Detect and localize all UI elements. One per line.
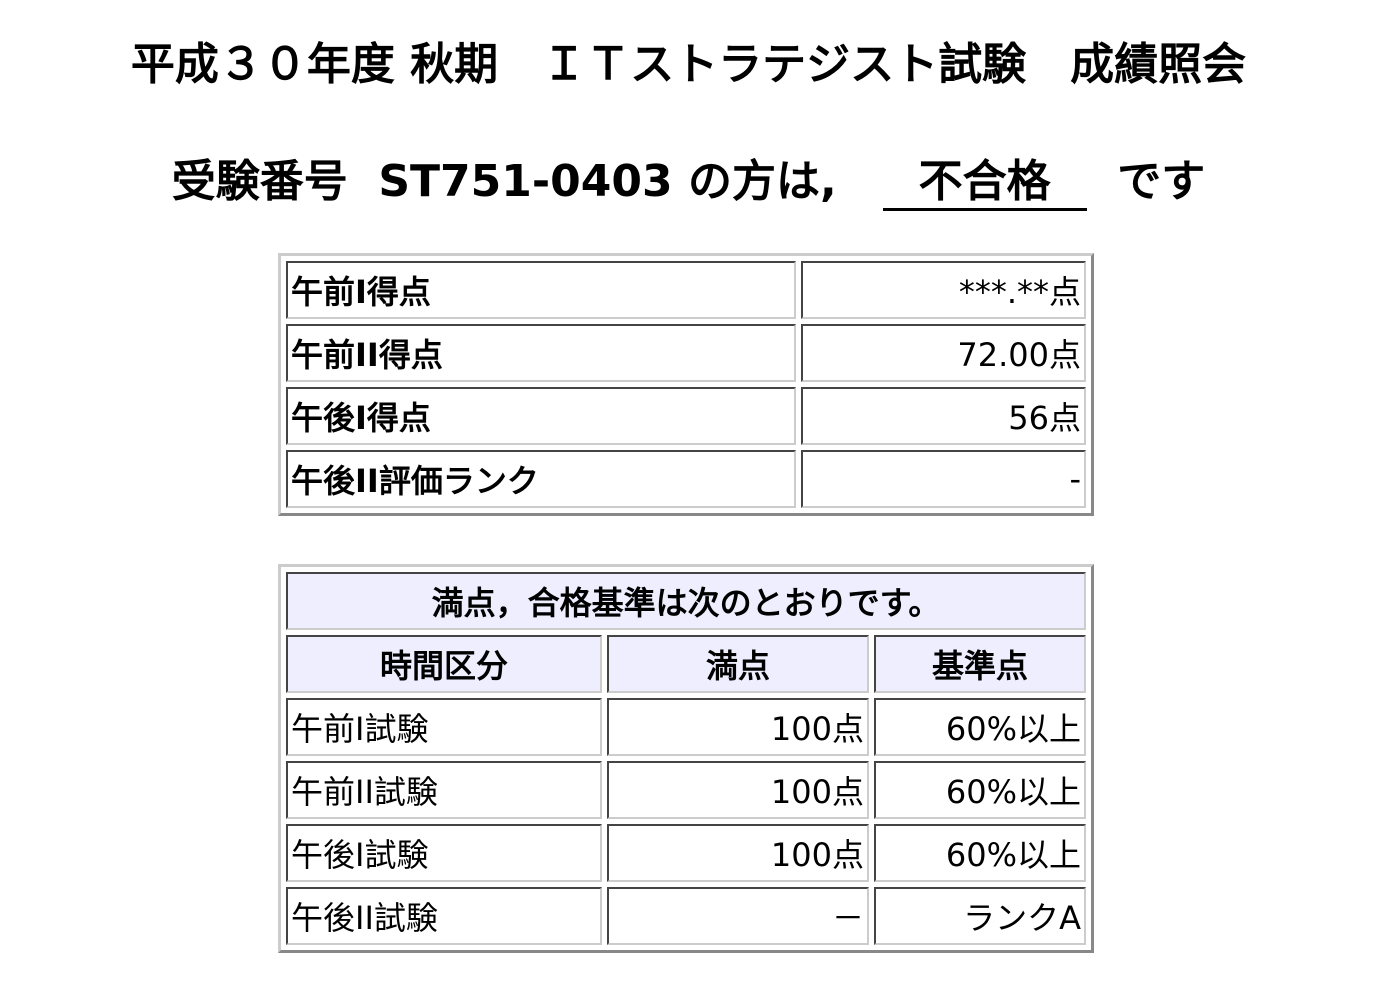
score-label: 午後II評価ランク bbox=[286, 450, 796, 508]
header-period: 時間区分 bbox=[286, 635, 602, 693]
period-cell: 午前I試験 bbox=[286, 698, 602, 756]
score-value: 72.00点 bbox=[801, 324, 1086, 382]
table-row: 午前II得点 72.00点 bbox=[286, 324, 1086, 382]
table-row: 午前II試験 100点 60%以上 bbox=[286, 761, 1086, 819]
table-row: 午前I試験 100点 60%以上 bbox=[286, 698, 1086, 756]
result-line: 受験番号 ST751-0403 の方は, 不合格 です bbox=[0, 145, 1377, 211]
score-label: 午前II得点 bbox=[286, 324, 796, 382]
exam-number: ST751-0403 bbox=[378, 156, 673, 207]
threshold-cell: 60%以上 bbox=[874, 761, 1086, 819]
result-prefix: 受験番号 bbox=[171, 156, 348, 207]
threshold-cell: 60%以上 bbox=[874, 698, 1086, 756]
period-cell: 午後II試験 bbox=[286, 887, 602, 945]
score-value: ***.**点 bbox=[801, 261, 1086, 319]
score-value: - bbox=[801, 450, 1086, 508]
table-row: 午後II試験－ランクA bbox=[286, 887, 1086, 945]
max-cell: 100点 bbox=[607, 698, 869, 756]
header-max: 満点 bbox=[607, 635, 869, 693]
threshold-cell: ランクA bbox=[874, 887, 1086, 945]
table-row: 午前I得点 ***.**点 bbox=[286, 261, 1086, 319]
score-label: 午後I得点 bbox=[286, 387, 796, 445]
header-threshold: 基準点 bbox=[874, 635, 1086, 693]
header-row: 時間区分 満点 基準点 bbox=[286, 635, 1086, 693]
page-title: 平成３０年度 秋期 ＩＴストラテジスト試験 成績照会 bbox=[130, 39, 1247, 90]
score-table: 午前I得点 ***.**点 午前II得点 72.00点 午後I得点 56点 午後II評… bbox=[278, 253, 1094, 516]
table-row: 午後I試験 100点 60%以上 bbox=[286, 824, 1086, 882]
result-suffix: です bbox=[1117, 156, 1206, 207]
max-cell: － bbox=[607, 887, 869, 945]
threshold-cell: 60%以上 bbox=[874, 824, 1086, 882]
result-middle: の方は, bbox=[687, 156, 837, 207]
table-row: 午後II評価ランク - bbox=[286, 450, 1086, 508]
caption-row: 満点，合格基準は次のとおりです。 bbox=[286, 572, 1086, 630]
max-cell: 100点 bbox=[607, 824, 869, 882]
table-row: 午後I得点 56点 bbox=[286, 387, 1086, 445]
period-cell: 午後I試験 bbox=[286, 824, 602, 882]
max-cell: 100点 bbox=[607, 761, 869, 819]
criteria-caption: 満点，合格基準は次のとおりです。 bbox=[286, 572, 1086, 630]
period-cell: 午前II試験 bbox=[286, 761, 602, 819]
criteria-table: 満点，合格基準は次のとおりです。 時間区分 満点 基準点 午前I試験 100点 60… bbox=[278, 564, 1094, 953]
score-label: 午前I得点 bbox=[286, 261, 796, 319]
score-value: 56点 bbox=[801, 387, 1086, 445]
verdict: 不合格 bbox=[882, 156, 1087, 211]
